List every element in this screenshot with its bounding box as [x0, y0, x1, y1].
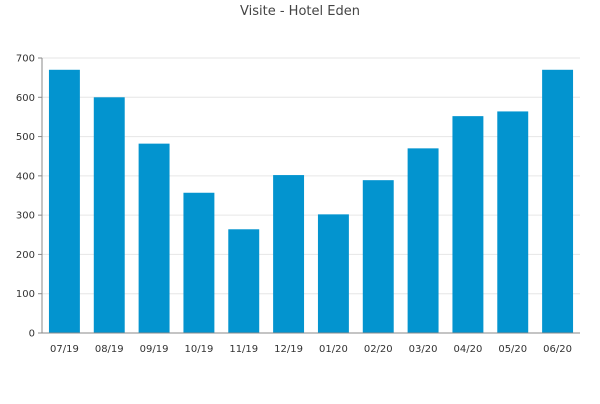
bar — [228, 229, 260, 333]
y-tick-label: 0 — [29, 329, 35, 340]
y-tick-label: 500 — [16, 132, 35, 143]
x-tick-label: 08/19 — [95, 344, 124, 355]
x-tick-label: 05/20 — [498, 344, 527, 355]
bars — [48, 69, 574, 334]
bar — [93, 97, 125, 334]
bar — [362, 180, 394, 333]
axes — [41, 58, 580, 334]
x-tick-label: 12/19 — [274, 344, 303, 355]
x-tick-label: 10/19 — [185, 344, 214, 355]
bar — [183, 192, 215, 333]
bar — [138, 143, 170, 333]
x-tick-label: 09/19 — [140, 344, 169, 355]
bar — [452, 116, 484, 334]
x-tick-label: 01/20 — [319, 344, 348, 355]
y-tick-label: 600 — [16, 93, 35, 104]
x-tick-labels: 07/19 08/19 09/19 10/19 11/19 12/19 01/20 02/20… — [50, 344, 572, 355]
y-tick-labels: 0 100 200 300 400 500 600 700 — [16, 54, 42, 340]
y-tick-label: 200 — [16, 250, 35, 261]
bar — [542, 69, 574, 334]
chart-title: Visite - Hotel Eden — [240, 4, 360, 19]
bar — [273, 175, 305, 333]
grid-lines — [42, 57, 580, 295]
bar — [497, 111, 529, 333]
y-tick-label: 300 — [16, 211, 35, 222]
y-tick-label: 700 — [16, 54, 35, 65]
x-tick-label: 04/20 — [454, 344, 483, 355]
x-tick-label: 03/20 — [409, 344, 438, 355]
y-tick-label: 400 — [16, 171, 35, 182]
x-tick-label: 06/20 — [543, 344, 572, 355]
bar — [407, 148, 439, 333]
x-tick-label: 07/19 — [50, 344, 79, 355]
bar — [317, 214, 349, 333]
bar — [48, 69, 80, 334]
x-tick-label: 11/19 — [229, 344, 258, 355]
x-tick-label: 02/20 — [364, 344, 393, 355]
y-tick-label: 100 — [16, 289, 35, 300]
